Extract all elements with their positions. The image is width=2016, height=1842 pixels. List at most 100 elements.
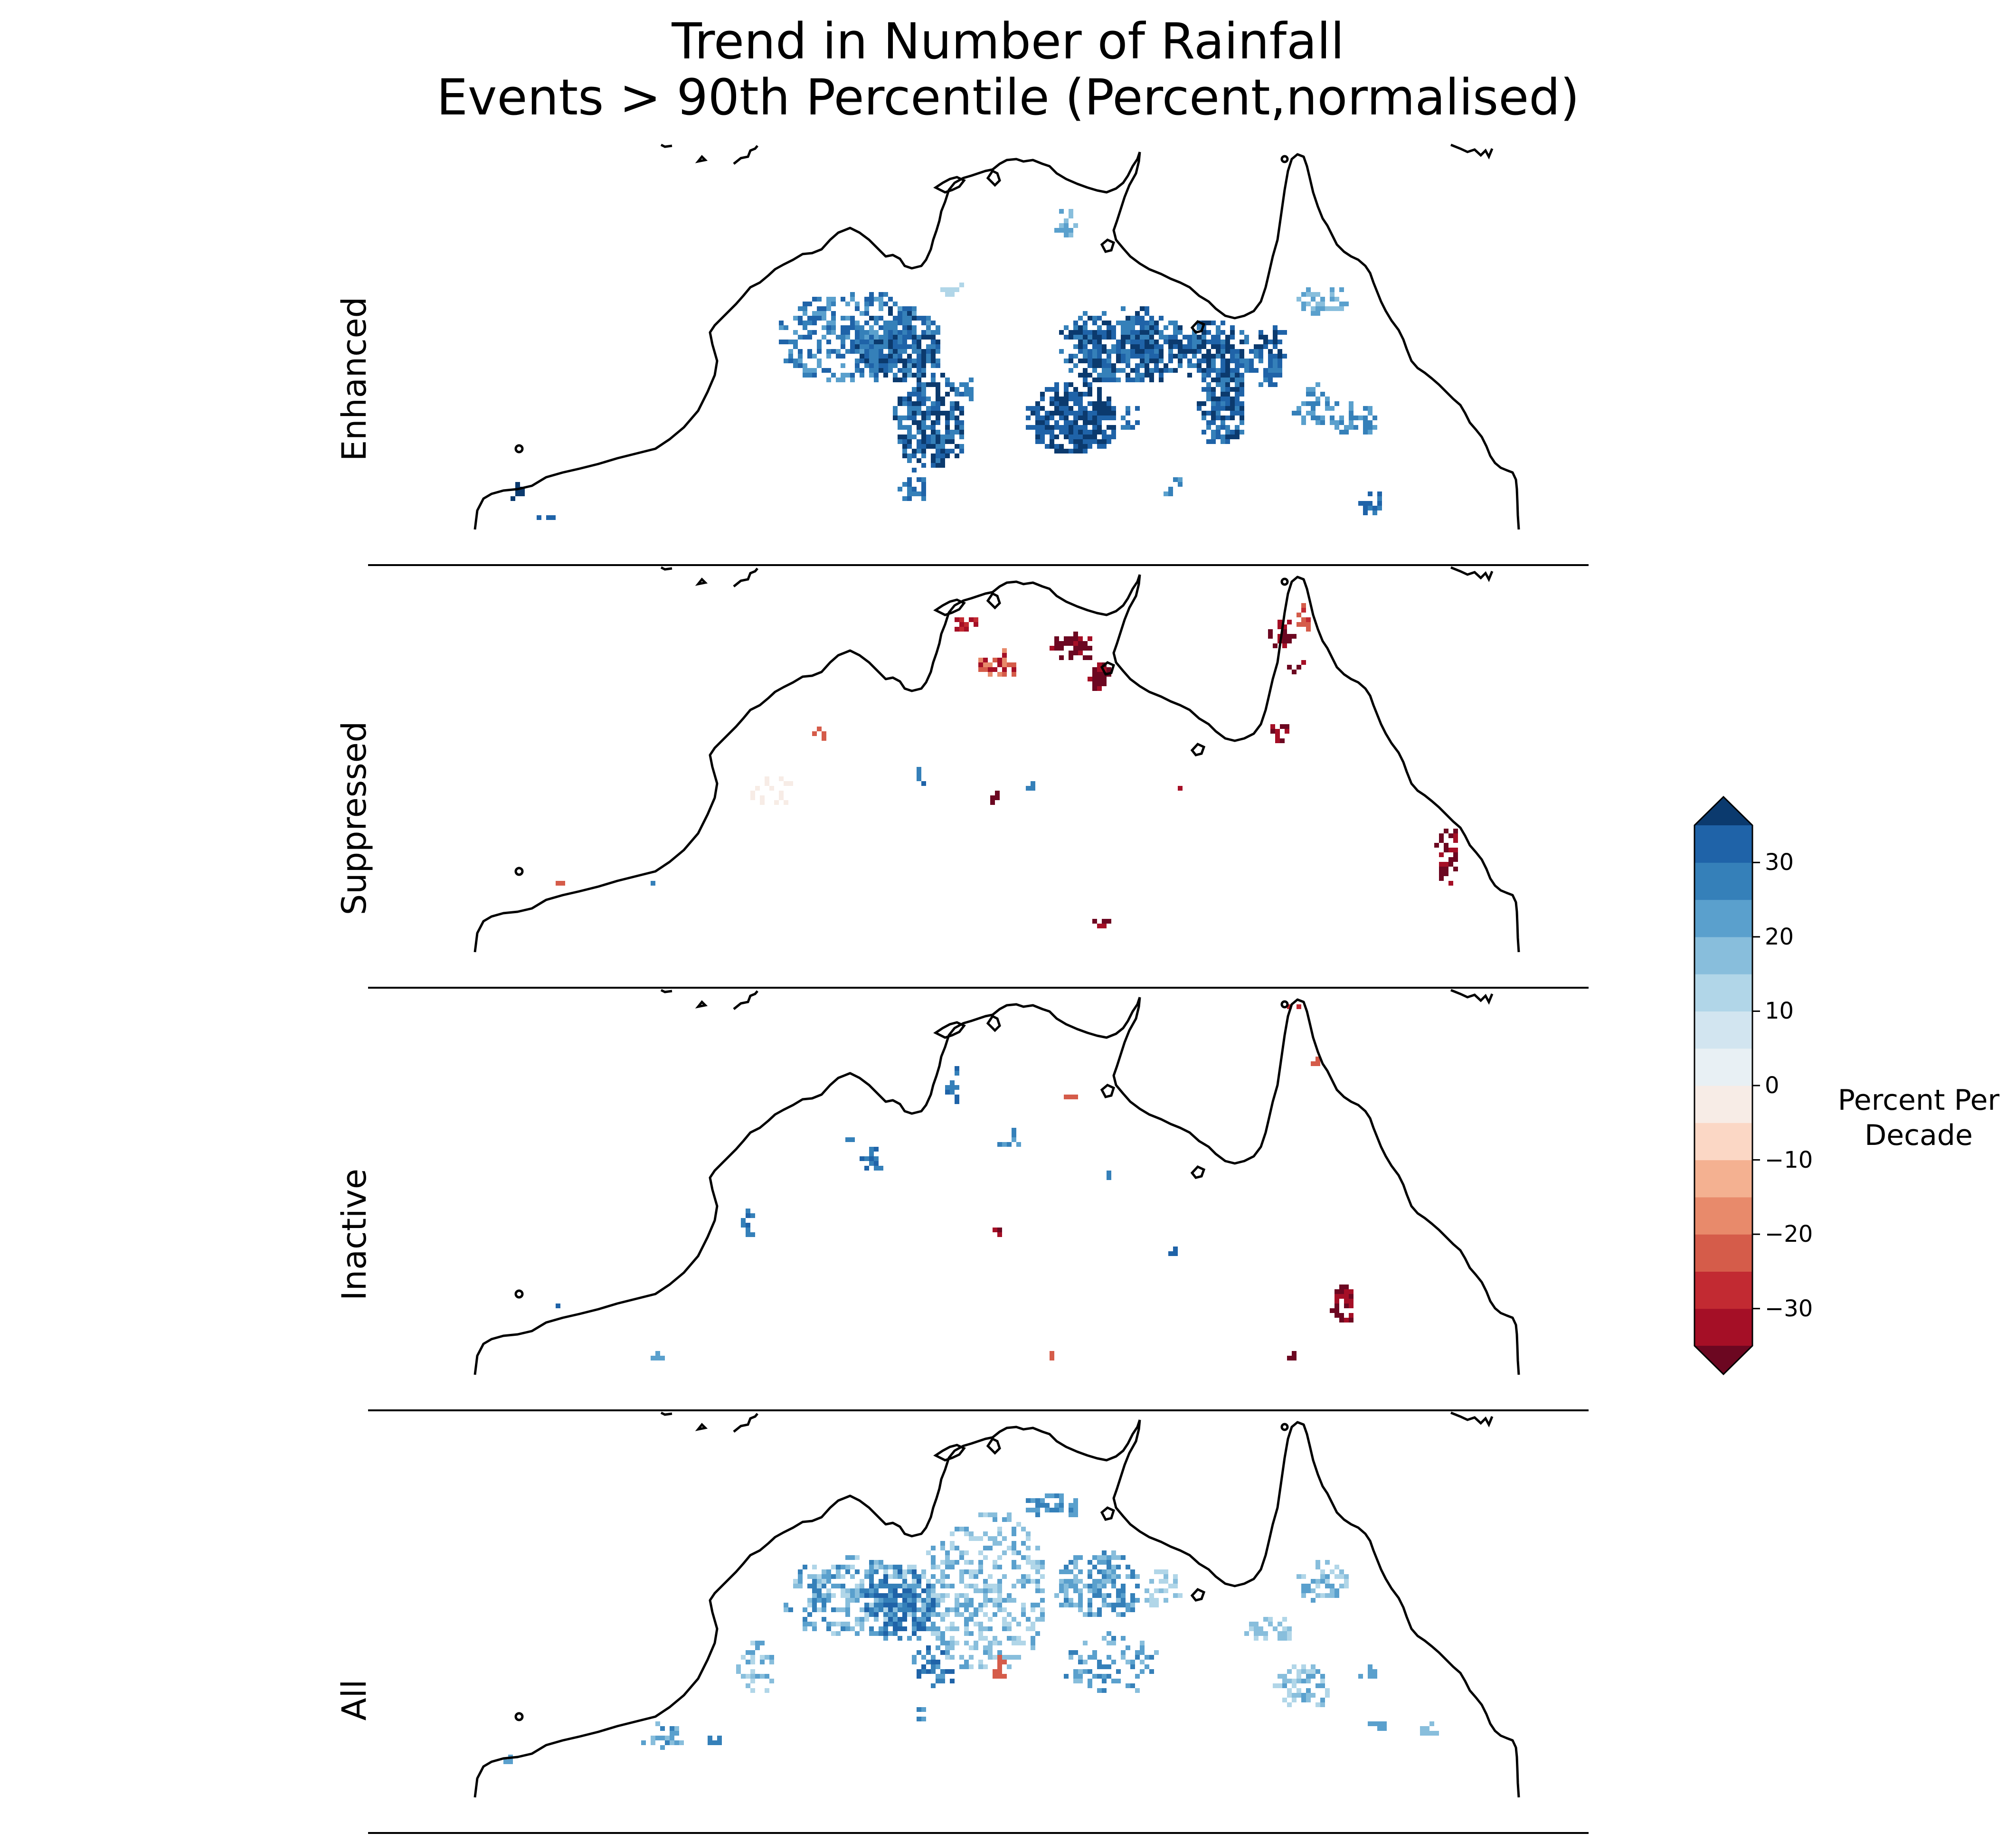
trend-cell [888, 306, 893, 311]
trend-cell [855, 1555, 860, 1560]
trend-cell [1325, 401, 1330, 406]
trend-cell [888, 354, 893, 359]
trend-cell [1050, 1351, 1054, 1356]
trend-cell [679, 1740, 684, 1745]
trend-cell [736, 1664, 741, 1669]
trend-cell [1292, 411, 1297, 416]
trend-cell [969, 392, 974, 397]
trend-cell [746, 1650, 750, 1655]
trend-cell [874, 335, 879, 340]
trend-cell [1064, 1565, 1069, 1569]
trend-cell [1083, 392, 1088, 397]
trend-cell [902, 349, 907, 354]
trend-cell [864, 1607, 869, 1612]
trend-cell [1335, 306, 1339, 311]
trend-cell [1278, 359, 1282, 363]
trend-cell [788, 340, 793, 344]
trend-cell [1311, 392, 1316, 397]
trend-cell [874, 1156, 879, 1161]
trend-cell [1316, 416, 1320, 420]
trend-cell [1140, 373, 1145, 378]
trend-cell [817, 1588, 822, 1593]
trend-cell [917, 378, 921, 382]
trend-cell [1263, 378, 1268, 382]
trend-cell [1135, 1574, 1140, 1579]
trend-cell [1316, 1579, 1320, 1584]
trend-cell [926, 411, 931, 416]
trend-cell [1320, 1683, 1325, 1688]
trend-cell [1088, 401, 1092, 406]
trend-cell [1244, 1631, 1249, 1636]
trend-cell [1325, 1579, 1330, 1584]
trend-cell [898, 330, 902, 335]
trend-cell [974, 1574, 978, 1579]
trend-cell [1140, 344, 1145, 349]
trend-cell [1059, 425, 1064, 430]
trend-cell [983, 1579, 988, 1584]
trend-cell [746, 1228, 750, 1232]
trend-cell [888, 363, 893, 368]
trend-cell [1282, 1626, 1287, 1631]
trend-cell [1097, 425, 1102, 430]
trend-cell [1282, 354, 1287, 359]
trend-cell [864, 330, 869, 335]
trend-cell [893, 1631, 898, 1636]
trend-cell [1216, 378, 1221, 382]
trend-cell [964, 1626, 969, 1631]
trend-cell [812, 330, 817, 335]
trend-cell [746, 1674, 750, 1679]
trend-cell [1221, 425, 1225, 430]
trend-cell [869, 1593, 874, 1598]
trend-cell [1097, 397, 1102, 401]
trend-cell [997, 1664, 1002, 1669]
trend-cell [917, 1607, 921, 1612]
trend-cell [1197, 406, 1202, 411]
trend-cell [803, 311, 807, 316]
trend-cell [1206, 397, 1211, 401]
trend-cell [1064, 406, 1069, 411]
trend-cell [850, 373, 855, 378]
trend-cell [855, 1622, 860, 1626]
trend-cell [1002, 662, 1007, 667]
trend-cell [964, 1598, 969, 1603]
trend-cell [1192, 344, 1197, 349]
trend-cell [1278, 1636, 1282, 1641]
trend-cell [931, 1598, 936, 1603]
trend-cell [1249, 1622, 1254, 1626]
trend-cell [1368, 501, 1372, 506]
trend-cell [1244, 363, 1249, 368]
trend-cell [893, 1603, 898, 1607]
trend-cell [993, 1612, 997, 1617]
trend-cell [974, 622, 978, 627]
trend-cell [921, 1598, 926, 1603]
trend-cell [1311, 1579, 1316, 1584]
trend-cell [850, 292, 855, 297]
trend-cell [1358, 501, 1363, 506]
trend-cell [921, 359, 926, 363]
trend-cell [1187, 335, 1192, 340]
trend-cell [1092, 425, 1097, 430]
trend-cell [1140, 306, 1145, 311]
trend-cell [955, 1066, 959, 1071]
trend-cell [1102, 439, 1107, 444]
trend-cell [931, 349, 936, 354]
trend-cell [879, 1579, 883, 1584]
trend-cell [836, 1607, 841, 1612]
trend-cell [760, 795, 765, 800]
trend-cell [1311, 416, 1316, 420]
trend-cell [1045, 416, 1050, 420]
trend-cell [1140, 316, 1145, 321]
trend-cell [936, 382, 940, 387]
trend-cell [1111, 1603, 1116, 1607]
trend-cell [1035, 1631, 1040, 1636]
trend-cell [1111, 349, 1116, 354]
trend-cell [1107, 330, 1111, 335]
trend-cell [1301, 608, 1306, 613]
trend-cell [1154, 330, 1159, 335]
trend-cell [931, 1660, 936, 1664]
trend-cell [1031, 425, 1035, 430]
trend-cell [1225, 335, 1230, 340]
trend-cell [1235, 378, 1240, 382]
map-all [368, 1413, 1589, 1834]
trend-cell [874, 330, 879, 335]
